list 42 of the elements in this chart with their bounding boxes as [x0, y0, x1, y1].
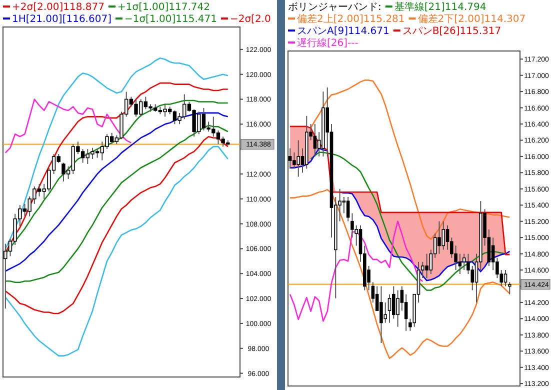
- chart-title: ボリンジャーバンド:: [288, 2, 382, 13]
- candlestick: [296, 140, 300, 178]
- candlestick: [392, 286, 396, 320]
- candlestick: [384, 302, 387, 324]
- line-series: [4, 146, 229, 356]
- legend-label: 基準線[21]114.794: [394, 1, 486, 13]
- line-series: [310, 152, 506, 291]
- candlestick: [342, 196, 346, 214]
- legend-label: スパンA[9]114.671: [297, 26, 390, 37]
- legend-label: −1σ[1.00]115.471: [124, 14, 217, 25]
- legend-label: 1H[21.00][116.607]: [12, 14, 112, 25]
- candlestick: [454, 245, 458, 271]
- line-series: [289, 220, 424, 322]
- line-series: [289, 189, 510, 360]
- line-series: [4, 98, 132, 154]
- legend-label: +2σ[2.00]118.877: [12, 2, 104, 13]
- legend-label: +1σ[1.00]117.742: [118, 2, 210, 13]
- line-series: [310, 80, 510, 240]
- candlestick: [508, 282, 512, 295]
- candlestick: [380, 286, 383, 344]
- legend-label: 遅行線[26]---: [297, 37, 359, 49]
- legend-label: スパンB[26]115.317: [402, 26, 502, 37]
- candlestick: [462, 253, 466, 271]
- candlestick: [346, 196, 350, 222]
- candlestick: [446, 224, 450, 250]
- candlestick: [438, 220, 441, 254]
- candlestick: [396, 290, 400, 328]
- candlestick: [504, 270, 508, 287]
- candlestick: [491, 237, 495, 271]
- candlestick: [404, 294, 408, 332]
- legend-label: 偏差2下[2.00]114.307: [418, 13, 526, 25]
- candlestick: [288, 148, 292, 170]
- candlestick: [388, 294, 392, 324]
- candlestick: [350, 212, 354, 238]
- line-series: [289, 126, 510, 256]
- candlestick: [470, 265, 474, 291]
- candlestick: [292, 152, 296, 170]
- legend-label: 偏差2上[2.00]115.281: [297, 13, 405, 25]
- candlestick: [425, 253, 428, 279]
- candlestick: [458, 253, 462, 275]
- candlestick: [442, 220, 445, 250]
- legend-label: −2σ[2.0: [230, 14, 271, 25]
